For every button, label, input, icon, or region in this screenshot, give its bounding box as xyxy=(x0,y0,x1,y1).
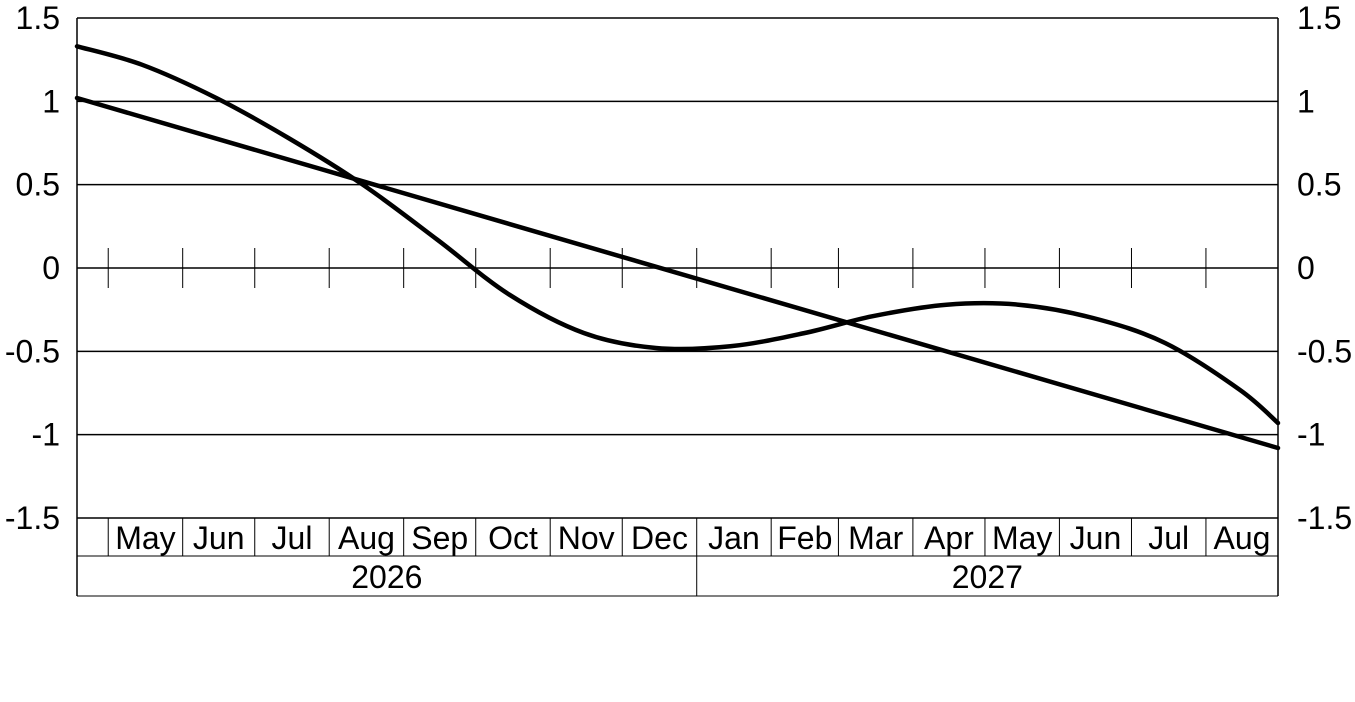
x-tick-label: Sep xyxy=(411,520,468,556)
series-line-1 xyxy=(74,95,1281,451)
x-axis: May Jun Jul Aug Sep Oct Nov Dec Jan Feb Mar Apr May J… xyxy=(76,18,1279,597)
y-tick-label-right: -1.5 xyxy=(1297,500,1352,536)
x-tick-label: Feb xyxy=(777,520,832,556)
y-tick-label-right: 0.5 xyxy=(1297,167,1341,203)
y-tick-label-right: -1 xyxy=(1297,417,1325,453)
y-tick-label: -0.5 xyxy=(5,333,60,369)
grid-lines xyxy=(77,17,1278,519)
y-tick-label: -1.5 xyxy=(5,500,60,536)
y-tick-label: 0 xyxy=(42,250,60,286)
x-tick-label: Jan xyxy=(708,520,760,556)
y-tick-label-right: 0 xyxy=(1297,250,1315,286)
x-tick-label: Apr xyxy=(924,520,974,556)
x-tick-label: Dec xyxy=(631,520,688,556)
series-group xyxy=(74,44,1281,451)
y-axis-left: 1.5 1 0.5 0 -0.5 -1 -1.5 xyxy=(5,0,60,536)
x-tick-label: Aug xyxy=(1214,520,1271,556)
x-tick-label: Aug xyxy=(338,520,395,556)
x-tick-label: Oct xyxy=(488,520,538,556)
year-label: 2027 xyxy=(952,559,1023,595)
y-tick-label-right: -0.5 xyxy=(1297,333,1352,369)
y-tick-label: -1 xyxy=(32,417,60,453)
x-tick-label: Jul xyxy=(272,520,313,556)
year-label: 2026 xyxy=(351,559,422,595)
x-tick-label: Mar xyxy=(848,520,903,556)
y-tick-label-right: 1 xyxy=(1297,83,1315,119)
y-tick-label-right: 1.5 xyxy=(1297,0,1341,36)
x-tick-label: Jul xyxy=(1148,520,1189,556)
x-tick-label: Jun xyxy=(193,520,245,556)
y-tick-label: 0.5 xyxy=(16,167,60,203)
x-tick-label: Nov xyxy=(558,520,615,556)
series-line-2 xyxy=(74,44,1281,426)
y-tick-label: 1.5 xyxy=(16,0,60,36)
x-tick-label: May xyxy=(992,520,1052,556)
y-tick-label: 1 xyxy=(42,83,60,119)
x-tick-label: May xyxy=(115,520,175,556)
x-tick-label: Jun xyxy=(1070,520,1122,556)
y-axis-right: 1.5 1 0.5 0 -0.5 -1 -1.5 xyxy=(1297,0,1352,536)
